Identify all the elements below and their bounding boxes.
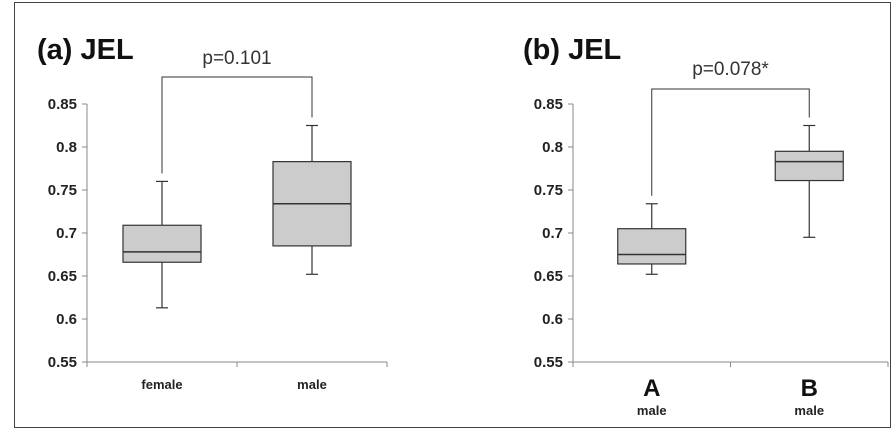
box-iqr	[617, 228, 687, 265]
y-tick-label: 0.65	[534, 268, 563, 285]
category-sublabel: male	[637, 403, 667, 418]
p-value-label: p=0.101	[202, 48, 271, 69]
chart-panel-a: (a) JEL 0.85 0.8 0.75 0.7 0.65 0.6 0.55 female ma…	[37, 34, 388, 392]
y-tick-label: 0.75	[48, 182, 77, 199]
figure-frame: (a) JEL 0.85 0.8 0.75 0.7 0.65 0.6 0.55 female ma…	[14, 2, 891, 428]
category-label: female	[141, 377, 182, 392]
category-label: A	[643, 375, 660, 402]
significance-bracket	[651, 88, 810, 196]
y-tick-label: 0.85	[534, 96, 563, 113]
y-tick-label: 0.8	[542, 139, 563, 156]
significance-bracket	[161, 76, 313, 174]
chart-panel-b: (b) JEL0.850.80.750.70.650.60.55AmaleBma…	[523, 34, 889, 418]
category-label: male	[297, 377, 327, 392]
p-value-label: p=0.078*	[692, 59, 769, 80]
category-sublabel: male	[794, 403, 824, 418]
y-tick-label: 0.7	[542, 225, 563, 242]
y-tick-label: 0.65	[48, 268, 77, 285]
y-tick-label: 0.8	[56, 139, 77, 156]
y-tick-label: 0.7	[56, 225, 77, 242]
box-iqr	[774, 150, 844, 182]
y-tick-label: 0.55	[534, 354, 563, 371]
panel-title: (b) JEL	[523, 34, 621, 66]
y-tick-label: 0.6	[56, 311, 77, 328]
y-tick-label: 0.85	[48, 96, 77, 113]
panel-title: (a) JEL	[37, 34, 134, 66]
box-plot-figure: (a) JEL 0.85 0.8 0.75 0.7 0.65 0.6 0.55 female ma…	[37, 34, 889, 418]
y-tick-label: 0.6	[542, 311, 563, 328]
y-tick-label: 0.55	[48, 354, 77, 371]
box-iqr	[122, 224, 202, 263]
y-tick-label: 0.75	[534, 182, 563, 199]
category-label: B	[801, 375, 818, 402]
